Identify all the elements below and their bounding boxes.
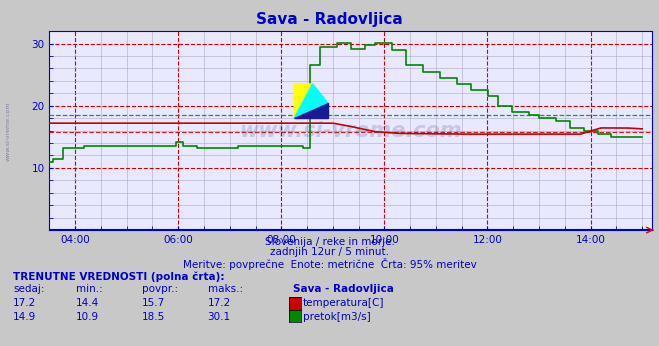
- Polygon shape: [294, 84, 328, 118]
- Text: 15.7: 15.7: [142, 298, 165, 308]
- Text: Slovenija / reke in morje.: Slovenija / reke in morje.: [264, 237, 395, 247]
- Text: min.:: min.:: [76, 284, 103, 294]
- Polygon shape: [294, 103, 328, 118]
- Text: povpr.:: povpr.:: [142, 284, 178, 294]
- Text: sedaj:: sedaj:: [13, 284, 45, 294]
- Text: 17.2: 17.2: [208, 298, 231, 308]
- Text: 14.9: 14.9: [13, 312, 36, 322]
- Text: zadnjih 12ur / 5 minut.: zadnjih 12ur / 5 minut.: [270, 247, 389, 257]
- Text: Sava - Radovljica: Sava - Radovljica: [256, 12, 403, 27]
- Text: Sava - Radovljica: Sava - Radovljica: [293, 284, 394, 294]
- Text: 30.1: 30.1: [208, 312, 231, 322]
- Text: maks.:: maks.:: [208, 284, 243, 294]
- Text: Meritve: povprečne  Enote: metrične  Črta: 95% meritev: Meritve: povprečne Enote: metrične Črta:…: [183, 258, 476, 270]
- Text: 10.9: 10.9: [76, 312, 99, 322]
- Text: www.si-vreme.com: www.si-vreme.com: [5, 102, 11, 161]
- Text: 17.2: 17.2: [13, 298, 36, 308]
- Text: www.si-vreme.com: www.si-vreme.com: [240, 121, 462, 140]
- Text: pretok[m3/s]: pretok[m3/s]: [303, 312, 371, 322]
- Text: 14.4: 14.4: [76, 298, 99, 308]
- Text: temperatura[C]: temperatura[C]: [303, 298, 385, 308]
- Text: 18.5: 18.5: [142, 312, 165, 322]
- Text: TRENUTNE VREDNOSTI (polna črta):: TRENUTNE VREDNOSTI (polna črta):: [13, 272, 225, 282]
- Polygon shape: [294, 84, 312, 118]
